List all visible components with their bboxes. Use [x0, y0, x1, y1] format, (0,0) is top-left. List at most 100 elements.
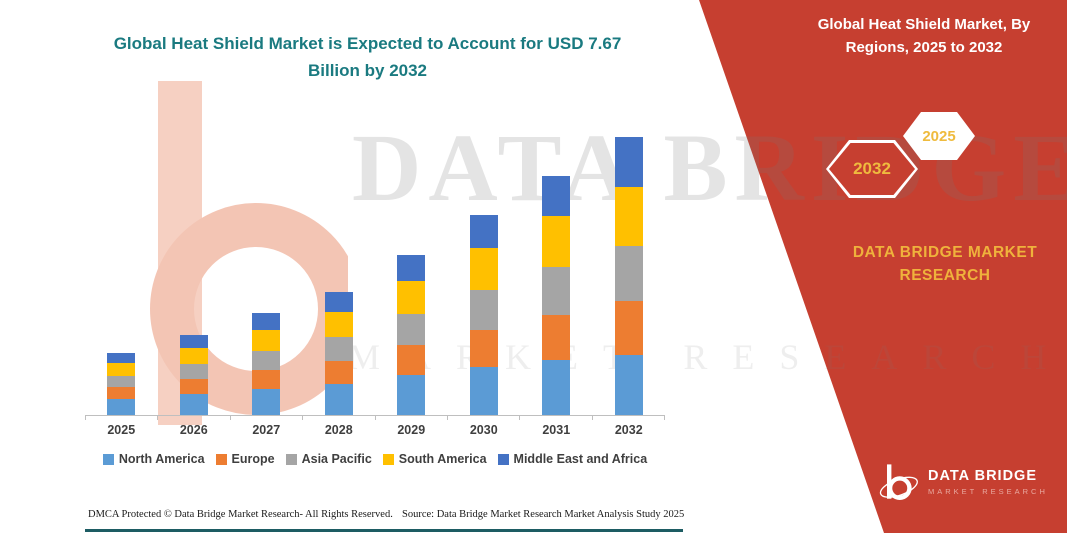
segment-middle-east-and-africa-2027 [252, 313, 281, 330]
dbmr-b-logo-icon [879, 464, 918, 501]
segment-asia-pacific-2032 [614, 246, 643, 301]
bar-column-2030 [448, 215, 521, 415]
segment-asia-pacific-2028 [324, 337, 353, 361]
x-axis-label-2030: 2030 [469, 423, 498, 437]
segment-europe-2025 [107, 387, 136, 399]
segment-asia-pacific-2027 [252, 351, 281, 370]
legend-item-north-america: North America [102, 452, 205, 466]
bar-column-2027 [230, 313, 303, 415]
legend-item-europe: Europe [215, 452, 275, 466]
dbmr-logo: DATA BRIDGE MARKET RESEARCH [876, 460, 1048, 504]
legend-item-middle-east-and-africa: Middle East and Africa [497, 452, 648, 466]
segment-south-america-2028 [324, 312, 353, 337]
axis-tick [376, 416, 448, 420]
legend-label-north-america: North America [118, 452, 205, 466]
bar-stack-2026 [179, 335, 208, 415]
brand-name-text: DATA BRIDGE MARKET RESEARCH [852, 244, 1038, 285]
legend-item-asia-pacific: Asia Pacific [285, 452, 372, 466]
x-axis-line [85, 415, 665, 420]
watermark-text-line2: MARKET RESEARCH [348, 337, 1067, 377]
hexagon-badge-2025: 2025 [903, 112, 975, 160]
segment-asia-pacific-2029 [397, 314, 426, 345]
segment-south-america-2029 [397, 281, 426, 314]
segment-middle-east-and-africa-2028 [324, 292, 353, 312]
chart-legend: North America Europe Asia Pacific South Ame… [85, 452, 665, 466]
x-axis-label-2032: 2032 [614, 423, 643, 437]
x-axis-label-2028: 2028 [324, 423, 353, 437]
legend-label-europe: Europe [231, 452, 275, 466]
chart-title: Global Heat Shield Market is Expected to… [113, 34, 622, 81]
bar-column-2025 [85, 353, 158, 415]
segment-middle-east-and-africa-2025 [107, 353, 136, 363]
axis-tick [303, 416, 376, 420]
segment-north-america-2030 [469, 367, 498, 415]
hexagon-year-label: 2032 [853, 159, 891, 178]
bar-column-2031 [520, 176, 593, 415]
segment-north-america-2032 [614, 355, 643, 415]
segment-south-america-2030 [469, 248, 498, 290]
segment-middle-east-and-africa-2032 [614, 137, 643, 187]
segment-north-america-2029 [397, 375, 426, 415]
segment-asia-pacific-2026 [179, 364, 208, 379]
axis-tick [158, 416, 231, 420]
source-text: Source: Data Bridge Market Research Mark… [402, 509, 685, 520]
axis-tick [231, 416, 304, 420]
segment-europe-2027 [252, 370, 281, 389]
segment-north-america-2031 [542, 360, 571, 415]
segment-asia-pacific-2031 [542, 267, 571, 315]
dmca-copyright-text: DMCA Protected © Data Bridge Market Rese… [88, 509, 393, 520]
hexagon-fill [906, 115, 972, 157]
logo-text-block: DATA BRIDGE MARKET RESEARCH [928, 468, 1048, 496]
bar-stack-2030 [469, 215, 498, 415]
segment-europe-2030 [469, 330, 498, 367]
axis-tick [593, 416, 665, 420]
x-axis-label-2027: 2027 [252, 423, 281, 437]
bar-stack-2028 [324, 292, 353, 415]
bar-column-2026 [158, 335, 231, 415]
x-axis-label-2029: 2029 [397, 423, 426, 437]
bar-stack-2025 [107, 353, 136, 415]
segment-middle-east-and-africa-2031 [542, 176, 571, 216]
legend-swatch-europe [215, 453, 227, 465]
legend-swatch-south-america [382, 453, 394, 465]
legend-label-asia-pacific: Asia Pacific [301, 452, 372, 466]
segment-europe-2026 [179, 379, 208, 394]
x-axis-label-2031: 2031 [542, 423, 571, 437]
hexagon-year-label: 2025 [922, 127, 956, 145]
segment-asia-pacific-2025 [107, 376, 136, 387]
segment-south-america-2027 [252, 330, 281, 351]
bar-stack-2031 [542, 176, 571, 415]
segment-middle-east-and-africa-2030 [469, 215, 498, 248]
legend-label-middle-east-and-africa: Middle East and Africa [513, 452, 648, 466]
stacked-bar-chart: 2025 2026 2027 2028 2029 2030 2031 2032 North A… [85, 125, 665, 466]
axis-tick [520, 416, 593, 420]
segment-middle-east-and-africa-2026 [179, 335, 208, 348]
x-axis-label-2025: 2025 [107, 423, 136, 437]
segment-south-america-2026 [179, 348, 208, 364]
segment-north-america-2026 [179, 394, 208, 415]
bar-column-2029 [375, 255, 448, 415]
segment-north-america-2025 [107, 399, 136, 415]
axis-tick [448, 416, 521, 420]
bar-stack-2029 [397, 255, 426, 415]
segment-europe-2029 [397, 345, 426, 375]
segment-asia-pacific-2030 [469, 290, 498, 330]
segment-south-america-2032 [614, 187, 643, 246]
panel-title: Global Heat Shield Market, By Regions, 2… [817, 16, 1031, 57]
bar-stack-2027 [252, 313, 281, 415]
bars-plot-area [85, 125, 665, 415]
segment-europe-2031 [542, 315, 571, 360]
bar-column-2032 [593, 137, 666, 415]
x-axis-label-2026: 2026 [179, 423, 208, 437]
axis-tick [85, 416, 159, 420]
segment-north-america-2027 [252, 389, 281, 415]
bar-stack-2032 [614, 137, 643, 415]
legend-swatch-middle-east-and-africa [497, 453, 509, 465]
logo-name: DATA BRIDGE [928, 468, 1038, 484]
logo-subtitle: MARKET RESEARCH [928, 487, 1048, 496]
segment-europe-2028 [324, 361, 353, 384]
legend-item-south-america: South America [382, 452, 487, 466]
bottom-divider-rule [85, 529, 683, 532]
segment-south-america-2025 [107, 363, 136, 376]
